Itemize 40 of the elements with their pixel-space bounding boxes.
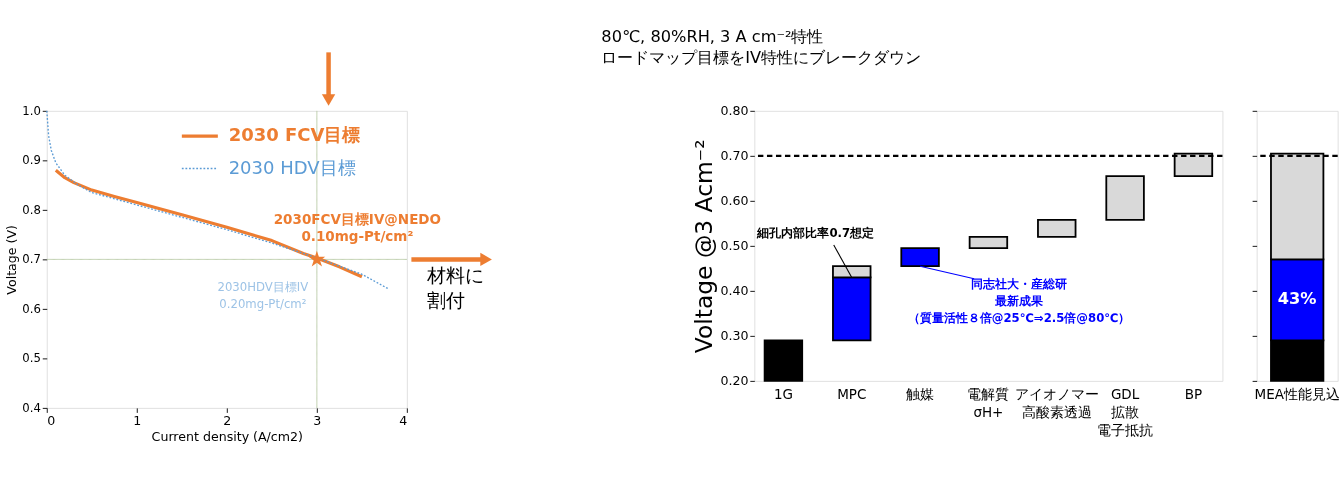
x-tick-label: BP — [1184, 386, 1203, 403]
y-tick-label: 0.5 — [22, 351, 41, 366]
annotation: 2030HDV目標IV 0.20mg-Pt/cm² — [217, 279, 309, 312]
y-tick-label: 0.8 — [22, 202, 41, 217]
legend-label: 2030 FCV目標 — [228, 124, 361, 146]
legend-label: 2030 HDV目標 — [228, 156, 356, 178]
y-tick-label: 1.0 — [22, 103, 41, 118]
chart-title: 80℃, 80%RH, 3 A cm⁻²特性 — [601, 26, 824, 46]
annotation: 43% — [1277, 289, 1317, 309]
y-axis-title: Voltage (V) — [4, 225, 20, 295]
x-tick-label: アイオノマー高酸素透過 — [1014, 386, 1099, 421]
x-tick-label: 電解質σH+ — [967, 386, 1010, 421]
x-tick-label: 1G — [773, 386, 793, 403]
x-tick-label: 0 — [47, 412, 56, 428]
y-tick-label: 0.9 — [22, 153, 41, 168]
y-tick-label: 0.7 — [22, 252, 41, 267]
y-tick-label: 0.70 — [720, 147, 749, 163]
y-tick-label: 0.6 — [22, 301, 41, 316]
x-tick-label: 触媒 — [906, 386, 935, 403]
x-tick-label: 1 — [133, 412, 142, 428]
y-tick-label: 0.30 — [720, 327, 749, 343]
y-tick-label: 0.50 — [720, 237, 749, 253]
x-axis-title: Current density (A/cm2) — [151, 428, 303, 444]
x-tick-label: 3 — [313, 412, 322, 428]
text: ロードマップ目標をIV特性にブレークダウン — [601, 48, 922, 68]
x-tick-label: MEA性能見込 — [1254, 386, 1340, 403]
y-tick-label: 0.40 — [720, 282, 749, 298]
x-tick-label: GDL拡散電子抵抗 — [1097, 386, 1154, 439]
annotation: 細孔内部比率0.7想定 — [756, 225, 875, 240]
y-axis-title: Voltage @3 Acm⁻² — [690, 139, 719, 354]
annotation: 同志社大・産総研最新成果（質量活性８倍@25℃⇒2.5倍@80℃） — [907, 276, 1131, 325]
x-tick-label: 2 — [223, 412, 232, 428]
x-tick-label: MPC — [837, 386, 867, 403]
y-tick-label: 0.20 — [720, 372, 749, 388]
y-tick-label: 0.80 — [720, 102, 749, 118]
annotation: 2030FCV目標IV@NEDO 0.10mg-Pt/cm² — [273, 211, 442, 245]
y-tick-label: 0.4 — [22, 400, 41, 415]
text: 材料に割付 — [425, 263, 484, 312]
x-tick-label: 4 — [399, 412, 408, 428]
y-tick-label: 0.60 — [720, 192, 749, 208]
